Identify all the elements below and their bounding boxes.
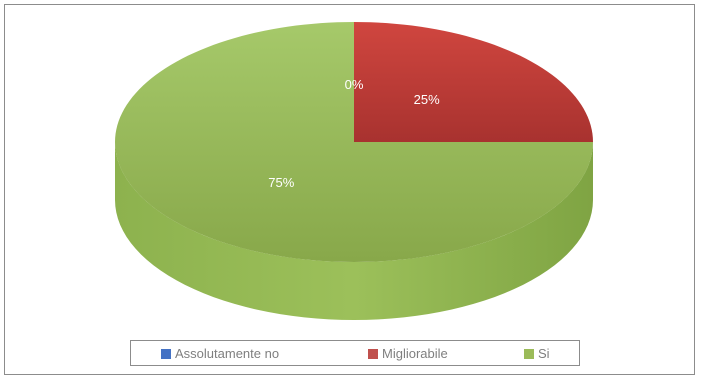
data-label-migliorabile: 25% [414, 92, 440, 107]
legend-swatch-migliorabile [368, 348, 378, 359]
chart-legend: Assolutamente no Migliorabile Si [130, 340, 580, 366]
legend-swatch-assolutamente-no [161, 348, 171, 359]
legend-item-si: Si [524, 346, 550, 361]
data-label-si: 75% [268, 175, 294, 190]
pie-slice-si [115, 22, 593, 262]
data-label-assolutamente-no: 0% [345, 77, 364, 92]
legend-item-assolutamente-no: Assolutamente no [161, 346, 279, 361]
legend-swatch-si [524, 348, 534, 359]
legend-label-migliorabile: Migliorabile [382, 346, 448, 361]
pie-slice-migliorabile [354, 22, 593, 142]
legend-label-si: Si [538, 346, 550, 361]
legend-item-migliorabile: Migliorabile [368, 346, 448, 361]
pie-side-si [115, 142, 593, 320]
legend-label-assolutamente-no: Assolutamente no [175, 346, 280, 361]
